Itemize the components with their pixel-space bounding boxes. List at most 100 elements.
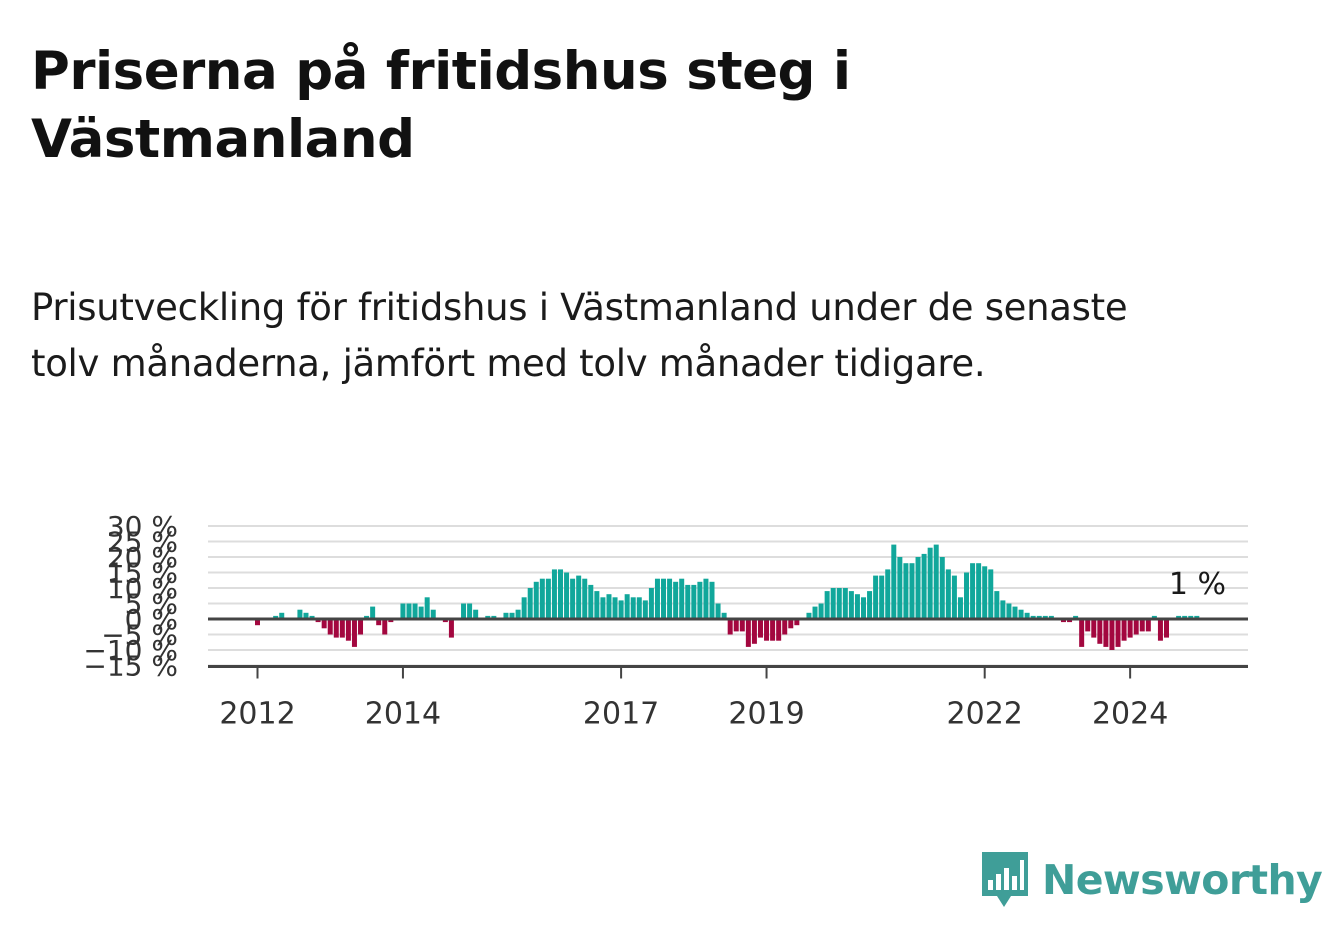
bar bbox=[848, 591, 854, 619]
y-tick-label: 30 % bbox=[107, 510, 178, 543]
bar bbox=[564, 572, 570, 619]
bar bbox=[770, 619, 776, 641]
bar bbox=[370, 606, 376, 619]
bar bbox=[448, 619, 454, 638]
bar bbox=[1121, 619, 1127, 641]
bar bbox=[521, 597, 527, 619]
bar bbox=[327, 619, 333, 635]
bar bbox=[812, 606, 818, 619]
bar bbox=[879, 575, 885, 619]
bar bbox=[273, 615, 279, 619]
bar bbox=[558, 569, 563, 619]
bar bbox=[776, 619, 782, 641]
bar bbox=[388, 619, 394, 623]
bar bbox=[630, 597, 636, 619]
bar bbox=[891, 544, 897, 619]
bar bbox=[382, 619, 388, 635]
y-tick-label: 15 % bbox=[107, 557, 178, 590]
x-tick-label: 2022 bbox=[947, 697, 1023, 732]
bar bbox=[461, 603, 467, 619]
bar bbox=[764, 619, 770, 641]
bars bbox=[248, 544, 1200, 650]
bar bbox=[1091, 619, 1097, 638]
bar bbox=[1115, 619, 1121, 647]
bar bbox=[430, 609, 436, 619]
bar bbox=[582, 578, 588, 619]
bar bbox=[624, 594, 630, 619]
y-tick-label: 5 % bbox=[125, 588, 178, 621]
bar bbox=[1042, 615, 1048, 619]
brand-name: Newsworthy bbox=[1042, 856, 1322, 904]
y-tick-label: −10 % bbox=[83, 634, 178, 667]
bar bbox=[782, 619, 788, 635]
bar bbox=[1157, 619, 1163, 641]
bar bbox=[715, 603, 721, 619]
axes bbox=[208, 617, 1248, 668]
x-tick-label: 2024 bbox=[1092, 697, 1168, 732]
x-tick-label: 2019 bbox=[728, 697, 804, 732]
bar bbox=[315, 619, 321, 623]
bar bbox=[818, 603, 824, 619]
bar bbox=[733, 619, 739, 632]
bar bbox=[333, 619, 339, 638]
bar bbox=[485, 615, 491, 619]
brand-logo: Newsworthy bbox=[980, 850, 1322, 910]
y-tick-label: 10 % bbox=[107, 572, 178, 605]
bar bbox=[982, 566, 988, 619]
bar bbox=[1085, 619, 1091, 632]
bar bbox=[673, 581, 679, 619]
bar bbox=[1109, 619, 1115, 650]
bar bbox=[297, 609, 303, 619]
bar bbox=[679, 578, 685, 619]
bar bbox=[709, 581, 715, 619]
bar bbox=[1067, 619, 1073, 623]
bar bbox=[806, 612, 812, 619]
bar bbox=[951, 575, 957, 619]
bar bbox=[885, 569, 891, 619]
bar bbox=[970, 563, 976, 619]
bar bbox=[442, 619, 448, 623]
bar bbox=[473, 609, 479, 619]
bar bbox=[279, 612, 285, 619]
y-tick-label: 20 % bbox=[107, 541, 178, 574]
x-tick-label: 2014 bbox=[365, 697, 441, 732]
bar bbox=[939, 557, 945, 619]
bar-chart: −15 %−10 %−5 %0 %5 %10 %15 %20 %25 %30 %… bbox=[83, 510, 1248, 732]
bar bbox=[842, 588, 848, 619]
bar bbox=[1103, 619, 1109, 647]
bar bbox=[1012, 606, 1018, 619]
bar bbox=[1133, 619, 1139, 635]
bar bbox=[836, 588, 842, 619]
bar bbox=[636, 597, 642, 619]
bar bbox=[667, 578, 673, 619]
bar bbox=[412, 603, 418, 619]
bar bbox=[600, 597, 606, 619]
bar bbox=[576, 575, 582, 619]
bar bbox=[491, 615, 497, 619]
x-tick-label: 2017 bbox=[583, 697, 659, 732]
bar bbox=[794, 619, 800, 626]
bar bbox=[545, 578, 551, 619]
bar bbox=[903, 563, 909, 619]
y-tick-label: 0 % bbox=[125, 603, 178, 636]
bar bbox=[927, 547, 933, 619]
bar bbox=[933, 544, 939, 619]
bar bbox=[988, 569, 994, 619]
bar bbox=[1006, 603, 1012, 619]
bar bbox=[1164, 619, 1169, 638]
latest-value-label: 1 % bbox=[1169, 567, 1226, 602]
bar bbox=[648, 588, 654, 619]
bar bbox=[1030, 615, 1036, 619]
bar bbox=[739, 619, 745, 632]
bar bbox=[509, 612, 515, 619]
bar bbox=[351, 619, 357, 647]
bar bbox=[745, 619, 751, 647]
gridlines bbox=[208, 525, 1248, 667]
bar bbox=[685, 584, 691, 619]
bar bbox=[1073, 615, 1079, 619]
chart-subtitle: Prisutveckling för fritidshus i Västmanl… bbox=[31, 286, 1128, 385]
newsworthy-logo-icon bbox=[982, 852, 1028, 907]
bar bbox=[957, 597, 963, 619]
bar bbox=[757, 619, 763, 638]
bar bbox=[594, 591, 600, 619]
